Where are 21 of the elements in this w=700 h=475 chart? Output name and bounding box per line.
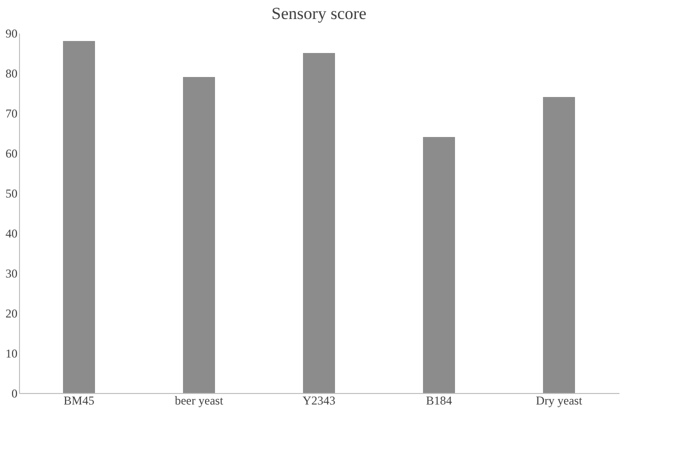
x-tick-label: beer yeast bbox=[174, 394, 224, 408]
y-tick-label: 50 bbox=[6, 186, 18, 200]
bar bbox=[63, 41, 95, 393]
x-tick-label: Dry yeast bbox=[536, 394, 583, 408]
bar bbox=[183, 77, 215, 393]
y-tick-label: 40 bbox=[6, 226, 18, 240]
bar bbox=[543, 97, 575, 393]
y-tick-label: 20 bbox=[6, 306, 18, 320]
bar bbox=[423, 137, 455, 393]
y-tick-label: 70 bbox=[6, 106, 18, 120]
y-tick-label: 10 bbox=[6, 346, 18, 360]
y-tick-label: 80 bbox=[6, 66, 18, 80]
chart-title: Sensory score bbox=[272, 4, 366, 23]
bar bbox=[303, 53, 335, 393]
y-tick-label: 30 bbox=[6, 266, 18, 280]
x-tick-label: BM45 bbox=[64, 394, 94, 408]
y-tick-label: 90 bbox=[6, 26, 18, 40]
x-tick-label: Y2343 bbox=[302, 394, 336, 408]
x-tick-label: B184 bbox=[426, 394, 452, 408]
y-tick-label: 60 bbox=[6, 146, 18, 160]
y-tick-label: 0 bbox=[12, 386, 18, 400]
